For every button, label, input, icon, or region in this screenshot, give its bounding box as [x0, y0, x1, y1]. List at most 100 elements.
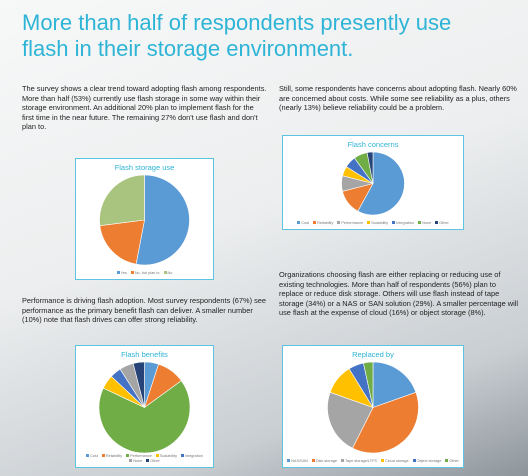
pie-slice [327, 391, 374, 449]
page-title: More than half of respondents presently … [22, 10, 452, 61]
pie-slice [135, 174, 190, 266]
legend-label: No, but plan to [134, 271, 160, 275]
legend-swatch [392, 221, 396, 224]
legend-swatch [367, 221, 371, 224]
legend-item: Performance [126, 454, 152, 458]
legend-swatch [126, 454, 130, 457]
paragraph: Still, some respondents have concerns ab… [279, 84, 517, 113]
legend-item: Performance [337, 221, 363, 225]
legend-swatch [445, 459, 449, 462]
legend-swatch [129, 459, 133, 462]
legend: Cost Reliability Performance Scalability Int… [285, 221, 461, 226]
legend-label: Other [439, 221, 449, 225]
paragraph: The survey shows a clear trend toward ad… [22, 84, 267, 132]
legend-label: Reliability [105, 454, 123, 458]
legend-label: Integration [396, 221, 415, 225]
legend-label: Object storage [416, 459, 442, 463]
legend-swatch [435, 221, 439, 224]
legend-item: Integration [180, 454, 203, 458]
legend-item: Cloud storage [380, 459, 409, 463]
chart: Flash concerns Cost Reliability Performance… [282, 135, 464, 230]
legend-label: Cost [301, 221, 310, 225]
legend-label: Performance [341, 221, 364, 225]
legend-item: Scalability [155, 454, 177, 458]
legend-label: NAS/SAN [291, 459, 308, 463]
legend-swatch [180, 454, 184, 457]
chart-title: Replaced by [352, 350, 394, 359]
legend-label: Scalability [159, 454, 177, 458]
legend-label: Reliability [317, 221, 334, 225]
pie-slice [132, 361, 145, 408]
legend-item: Reliability [101, 454, 123, 458]
legend-label: Cost [90, 454, 98, 458]
legend-swatch [116, 271, 120, 274]
pie-slice [99, 219, 145, 265]
legend-item: Object storage [412, 459, 442, 463]
legend-item: Disk storage [311, 459, 337, 463]
legend-item: None [418, 221, 431, 225]
legend-swatch [412, 459, 416, 462]
legend-item: Cost [86, 454, 98, 458]
pie [327, 361, 419, 454]
legend-swatch [146, 459, 150, 462]
legend-label: Yes [120, 271, 127, 275]
paragraph: Organizations choosing flash are either … [279, 270, 519, 318]
pie-slice [366, 151, 374, 184]
legend-swatch [86, 454, 90, 457]
legend-swatch [418, 221, 422, 224]
chart-title: Flash storage use [114, 163, 175, 172]
legend-label: Tape storage/LTFS [344, 459, 377, 463]
legend-item: Integration [392, 221, 414, 225]
legend-item: Cost [297, 221, 309, 225]
legend-swatch [313, 221, 317, 224]
legend-item: None [129, 459, 142, 463]
legend-item: Scalability [367, 221, 388, 225]
legend-item: Other [445, 459, 459, 463]
legend-swatch [311, 459, 315, 462]
legend: Cost Reliability Performance Scalability Int… [78, 454, 211, 464]
legend-item: Other [146, 459, 160, 463]
legend-label: None [422, 221, 432, 225]
legend-label: Integration [184, 454, 203, 458]
pie [98, 361, 191, 454]
legend-item: No, but plan to [130, 271, 160, 275]
legend-item: Reliability [313, 221, 333, 225]
legend: NAS/SAN Disk storage Tape storage/LTFS Clou… [285, 459, 461, 464]
legend-item: Other [435, 221, 449, 225]
pie-slice [363, 361, 374, 408]
legend-swatch [163, 271, 167, 274]
legend-swatch [101, 454, 105, 457]
legend-swatch [380, 459, 384, 462]
legend-label: Disk storage [315, 459, 337, 463]
pie-slice [352, 391, 419, 454]
legend: Yes No, but plan to No [78, 271, 211, 276]
pie-slice [99, 174, 145, 226]
pie [99, 174, 190, 266]
legend-swatch [337, 221, 341, 224]
chart-title: Flash benefits [121, 350, 168, 359]
legend-swatch [155, 454, 159, 457]
legend-item: Yes [116, 271, 127, 275]
legend-swatch [340, 459, 344, 462]
legend-item: No [163, 271, 173, 275]
pie-slice [357, 151, 405, 216]
legend-label: Scalability [371, 221, 389, 225]
legend-label: Other [449, 459, 459, 463]
legend-item: Tape storage/LTFS [340, 459, 377, 463]
legend-swatch [297, 221, 301, 224]
legend-item: NAS/SAN [287, 459, 308, 463]
chart: Flash storage use Yes No, but plan to No [75, 158, 214, 280]
chart: Replaced by NAS/SAN Disk storage Tape stora… [282, 345, 464, 468]
legend-label: Performance [130, 454, 152, 458]
chart: Flash benefits Cost Reliability Performance… [75, 345, 214, 468]
legend-label: None [133, 459, 143, 463]
pie-slice [98, 380, 191, 454]
legend-label: Cloud storage [384, 459, 409, 463]
legend-swatch [287, 459, 291, 462]
pie [341, 151, 405, 216]
legend-label: Other [150, 459, 160, 463]
chart-title: Flash concerns [347, 140, 399, 149]
paragraph: Performance is driving flash adoption. M… [22, 296, 267, 325]
legend-label: No [167, 271, 173, 275]
